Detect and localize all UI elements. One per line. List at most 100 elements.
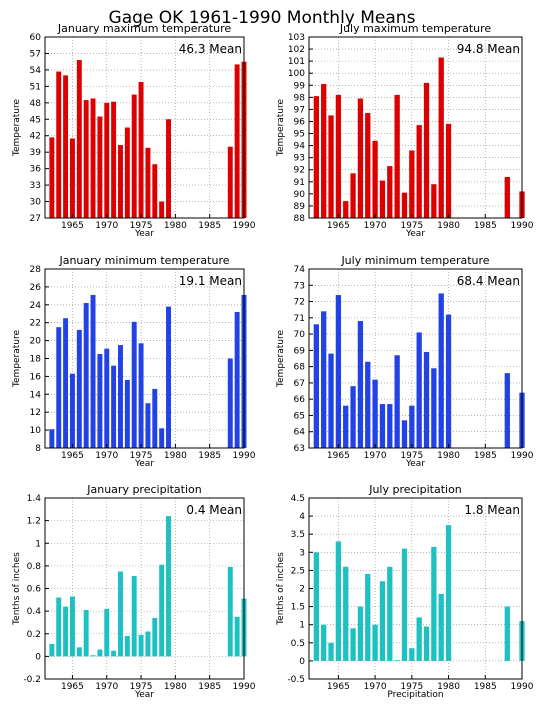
bar: [328, 353, 334, 448]
chart-panel: -0.5 0 0.5 1 1.5 2 2.5 3 3.5 4 4.5 1965 1970 1975 1980…: [276, 483, 534, 700]
y-tick-label: 3: [299, 548, 305, 558]
y-tick-label: 99: [294, 81, 306, 91]
panel-title: January precipitation: [86, 483, 202, 496]
bar: [409, 648, 415, 661]
x-axis-label: Year: [134, 229, 154, 239]
y-tick-label: 42: [30, 132, 41, 142]
bar: [97, 649, 103, 657]
y-tick-label: 89: [294, 202, 306, 212]
bar: [416, 125, 422, 218]
y-tick-label: 68: [294, 363, 306, 373]
bar: [423, 626, 430, 661]
x-tick-label: 1970: [95, 682, 118, 692]
panel-title: January maximum temperature: [57, 22, 231, 35]
bar: [90, 294, 96, 448]
bar: [138, 634, 144, 657]
bar: [234, 64, 240, 218]
x-tick-label: 1980: [164, 451, 187, 461]
y-tick-label: 102: [288, 45, 305, 55]
y-tick-label: 3.5: [291, 530, 305, 540]
y-tick-label: 2: [299, 585, 305, 595]
y-tick-label: 67: [294, 379, 305, 389]
bar: [49, 137, 55, 218]
x-axis-label: Year: [134, 690, 154, 700]
bar: [335, 94, 342, 218]
x-tick-label: 1975: [130, 451, 153, 461]
x-axis-label: Precipitation: [387, 690, 443, 700]
y-tick-label: 1: [299, 621, 305, 631]
y-tick-label: 88: [294, 214, 306, 224]
bar: [365, 574, 371, 661]
figure-title: Gage OK 1961-1990 Monthly Means: [109, 8, 416, 28]
x-tick-label: 1985: [198, 451, 221, 461]
y-tick-label: 63: [294, 444, 305, 454]
bar: [159, 201, 165, 218]
bar: [152, 164, 158, 218]
bar: [335, 295, 342, 448]
bar: [131, 576, 137, 657]
chart-panel: 63 64 65 66 67 68 69 70 71 72 73 74 1965 1970 1975 1980…: [276, 254, 534, 469]
bar: [56, 597, 62, 657]
y-tick-label: -0.2: [23, 675, 41, 685]
bar: [49, 643, 55, 657]
bar: [445, 525, 452, 661]
y-tick-label: 4.5: [291, 494, 305, 504]
bar: [111, 101, 117, 218]
y-tick-label: 33: [30, 181, 41, 191]
bar: [90, 655, 96, 657]
x-tick-label: 1975: [400, 682, 423, 692]
y-tick-label: 27: [30, 214, 41, 224]
bar: [401, 420, 408, 448]
bar: [234, 616, 240, 657]
x-tick-label: 1985: [474, 451, 497, 461]
bar: [166, 516, 171, 657]
bar: [69, 596, 75, 657]
y-tick-label: 4: [299, 512, 305, 522]
y-tick-label: 28: [30, 265, 42, 275]
bar: [56, 71, 62, 219]
bar: [387, 166, 393, 218]
bar: [343, 405, 349, 448]
y-axis-label: Tenths of inches: [276, 552, 286, 626]
panel-title: July precipitation: [368, 483, 462, 496]
x-tick-label: 1965: [327, 451, 350, 461]
bar: [423, 82, 430, 218]
bar: [152, 388, 158, 448]
mean-label: 46.3 Mean: [179, 42, 242, 56]
bar: [104, 102, 110, 218]
bar: [365, 113, 371, 218]
y-tick-label: 1.2: [27, 517, 41, 527]
plot-frame: [44, 36, 245, 219]
x-tick-label: 1980: [437, 221, 460, 231]
x-tick-label: 1975: [400, 451, 423, 461]
y-tick-label: 0.4: [27, 607, 42, 617]
bar: [152, 617, 158, 657]
chart-panel: 27 30 33 36 39 42 45 48 51 54 57 60 1965 1970 1975 1980…: [12, 22, 256, 239]
y-tick-label: 18: [30, 355, 42, 365]
bar: [111, 365, 117, 448]
bar: [145, 147, 151, 218]
bar: [335, 541, 342, 661]
y-tick-label: 95: [294, 130, 305, 140]
bar: [313, 552, 319, 661]
bar: [438, 593, 444, 661]
y-tick-label: 1.4: [27, 494, 42, 504]
bar: [76, 647, 82, 657]
y-tick-label: 66: [294, 395, 306, 405]
bar: [401, 548, 408, 661]
plot-frame: [308, 36, 523, 219]
x-axis-label: Year: [134, 459, 154, 469]
chart-panel: 88 89 90 91 92 93 94 95 96 97 98 99 100 101 102 103 1965…: [276, 22, 534, 239]
bar: [124, 379, 130, 448]
bar: [131, 321, 137, 448]
bar: [56, 327, 62, 448]
bar: [431, 368, 437, 448]
bar: [159, 428, 165, 448]
chart-panel: 8 10 12 14 16 18 20 22 24 26 28 1965 1970 1975 1980 198…: [12, 254, 256, 469]
bar: [379, 180, 386, 218]
y-axis-label: Tenths of inches: [12, 552, 22, 626]
mean-label: 94.8 Mean: [457, 42, 520, 56]
y-tick-label: 74: [294, 265, 306, 275]
y-tick-label: 101: [288, 57, 305, 67]
x-tick-label: 1965: [327, 221, 350, 231]
